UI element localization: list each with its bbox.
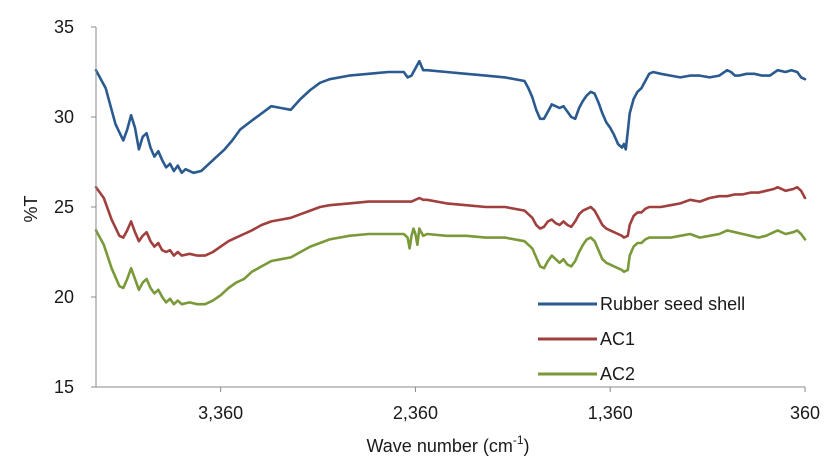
legend-label: AC1 [600, 329, 635, 349]
legend: Rubber seed shell AC1 AC2 [538, 294, 745, 384]
legend-label: Rubber seed shell [600, 294, 745, 314]
x-tick-label: 360 [790, 403, 820, 423]
x-tick-labels: 3,360 2,360 1,360 360 [198, 387, 820, 423]
plot-area [94, 59, 807, 306]
x-tick-label: 2,360 [393, 403, 438, 423]
y-axis-title: %T [21, 195, 41, 222]
y-tick-label: 35 [54, 17, 74, 37]
y-tick-label: 30 [54, 107, 74, 127]
y-tick-label: 15 [54, 377, 74, 397]
x-axis-title: Wave number (cm-1) [366, 433, 529, 456]
legend-label: AC2 [600, 364, 635, 384]
y-tick-labels: 15 20 25 30 35 [54, 17, 96, 397]
x-axis-title-end: ) [524, 436, 530, 456]
x-axis-title-main: Wave number (cm [366, 436, 512, 456]
series-line-1 [94, 59, 807, 175]
x-tick-label: 1,360 [588, 403, 633, 423]
x-tick-label: 3,360 [198, 403, 243, 423]
y-tick-label: 20 [54, 287, 74, 307]
x-axis-title-superscript: -1 [513, 433, 524, 447]
series-line-2 [94, 185, 807, 257]
y-tick-label: 25 [54, 197, 74, 217]
series-line-3 [94, 227, 807, 306]
